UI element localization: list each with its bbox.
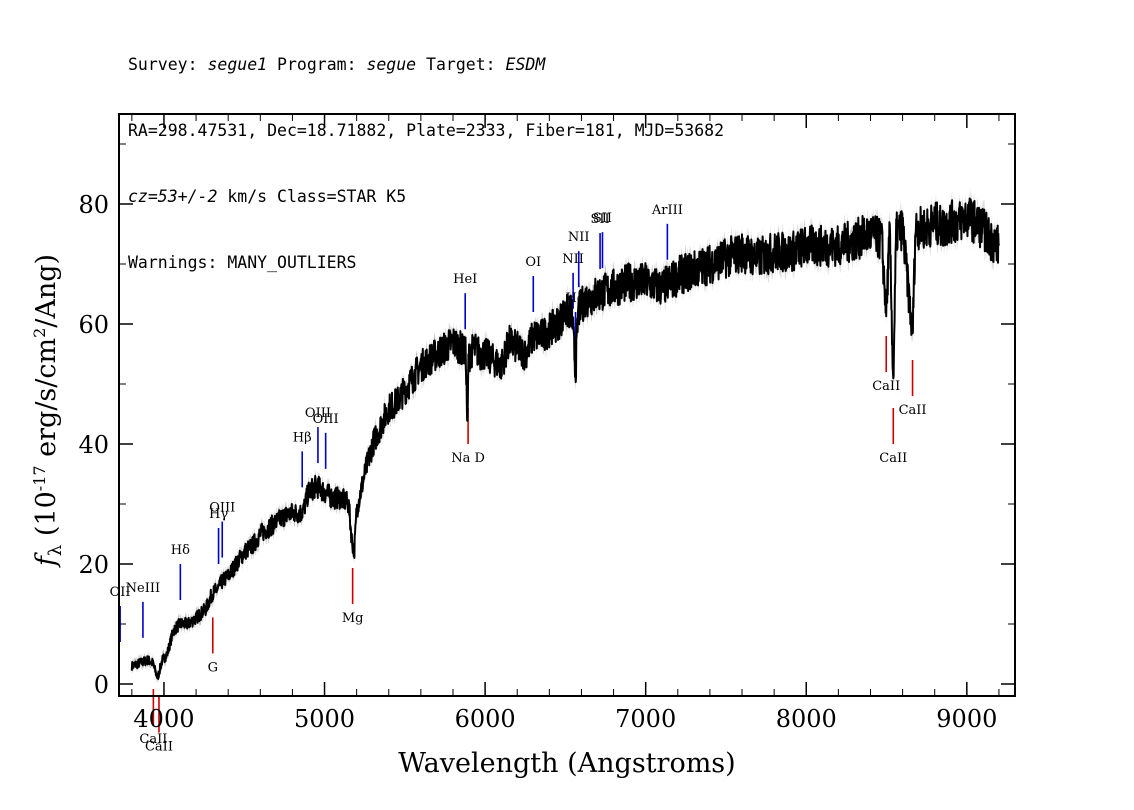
emission-line-label-15: ArIII <box>651 203 683 218</box>
survey-label: Survey: <box>128 55 208 74</box>
x-tick-label-2: 6000 <box>455 705 516 733</box>
emission-line-label-9: OI <box>525 255 541 270</box>
emission-line-label-7: OIII <box>313 412 339 427</box>
axis-ticks: 4000 5000 6000 7000 8000 9000 0 20 40 60 80 <box>78 114 1015 733</box>
y-tick-label-3: 60 <box>78 311 109 339</box>
spectrum-header: Survey: segue1 Program: segue Target: ES… <box>128 10 724 296</box>
survey-value: segue1 <box>207 55 268 74</box>
y-tick-label-4: 80 <box>78 191 109 219</box>
emission-line-label-13: SII <box>590 212 609 227</box>
header-line-2: RA=298.47531, Dec=18.71882, Plate=2333, … <box>128 121 725 140</box>
emission-line-label-8: HeI <box>453 272 477 287</box>
y-tick-label-0: 0 <box>94 671 109 699</box>
absorption-line-label-7: CaII <box>899 403 927 418</box>
absorption-line-label-5: CaII <box>872 379 900 394</box>
header-line-4: Warnings: MANY_OUTLIERS <box>128 253 357 272</box>
spectrum-series <box>130 189 1000 684</box>
emission-line-label-5: Hβ <box>293 430 312 445</box>
y-axis-title: fλ (10-17 erg/s/cm2/Ang) <box>30 254 66 568</box>
absorption-line-label-2: G <box>208 660 218 675</box>
program-label: Program: <box>267 55 367 74</box>
y-axis-title-text: fλ (10-17 erg/s/cm2/Ang) <box>30 254 66 568</box>
y-tick-label-2: 40 <box>78 431 109 459</box>
absorption-line-label-0: CaII <box>139 732 167 747</box>
target-label: Target: <box>416 55 506 74</box>
x-tick-label-4: 8000 <box>776 705 837 733</box>
absorption-line-label-1: CaII <box>145 740 173 755</box>
header-line-3: cz=53+/-2 km/s Class=STAR K5 <box>128 186 724 208</box>
emission-line-label-14: SII <box>593 211 612 226</box>
x-tick-label-1: 5000 <box>294 705 355 733</box>
x-axis-title: Wavelength (Angstroms) <box>398 748 735 779</box>
class-value: km/s Class=STAR K5 <box>217 187 407 206</box>
emission-line-label-6: OIII <box>305 406 331 421</box>
plot-frame <box>118 113 1016 697</box>
emission-line-label-10: NII <box>562 252 584 267</box>
x-tick-label-5: 9000 <box>936 705 997 733</box>
absorption-line-label-3: Mg <box>342 611 364 626</box>
emission-line-label-4: OIII <box>209 501 235 516</box>
redshift-value: cz=53+/-2 <box>128 187 218 206</box>
program-value: segue <box>366 55 417 74</box>
emission-line-label-1: NeIII <box>126 581 160 596</box>
target-value: ESDM <box>505 55 546 74</box>
emission-line-label-2: Hδ <box>171 543 190 558</box>
absorption-line-label-4: Na D <box>451 451 485 466</box>
absorption-line-label-6: CaII <box>879 451 907 466</box>
spectrum-line <box>130 197 1000 680</box>
x-tick-label-0: 4000 <box>133 705 194 733</box>
emission-line-label-3: Hγ <box>209 507 228 522</box>
x-tick-label-3: 7000 <box>615 705 676 733</box>
emission-line-label-0: OII <box>110 585 131 600</box>
emission-line-label-12: NII <box>568 230 590 245</box>
header-line-1: Survey: segue1 Program: segue Target: ES… <box>128 54 724 76</box>
y-tick-label-1: 20 <box>78 551 109 579</box>
